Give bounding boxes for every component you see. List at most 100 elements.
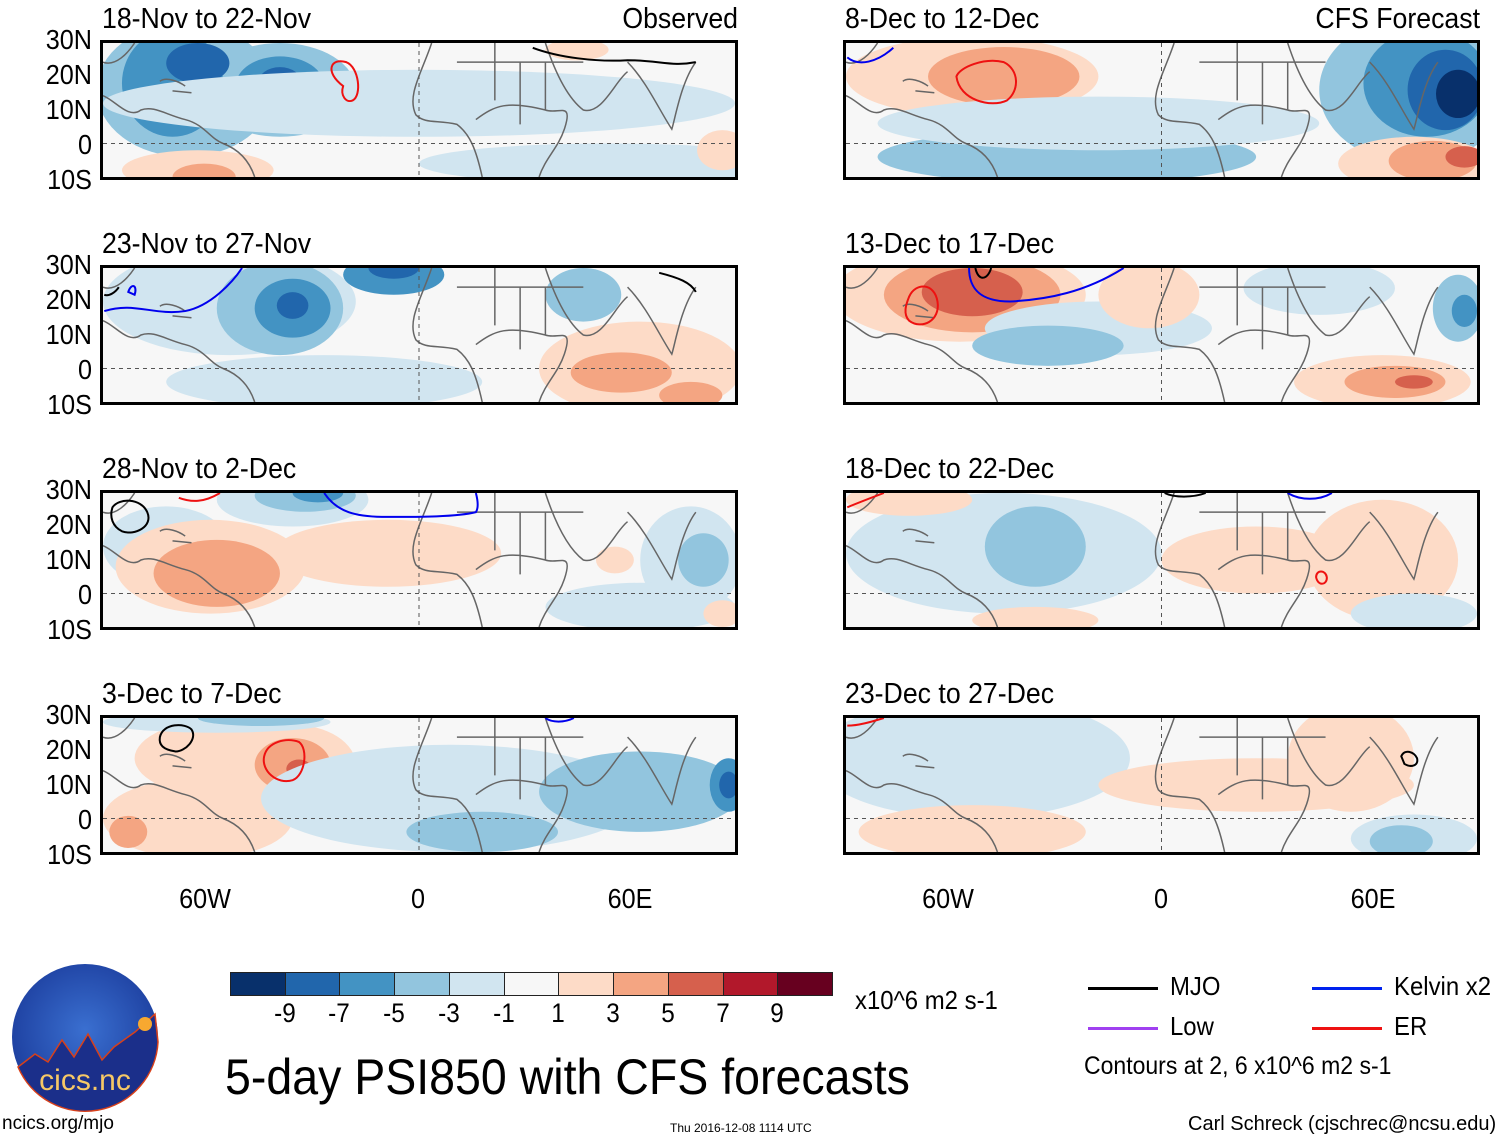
wave-contour bbox=[111, 501, 148, 533]
lon-tick-label: 60E bbox=[1350, 883, 1396, 914]
logo-text: cics.nc bbox=[39, 1064, 131, 1097]
wave-contour bbox=[847, 493, 884, 507]
anomaly-shading bbox=[121, 150, 274, 177]
anomaly-shading bbox=[1161, 526, 1351, 594]
lat-tick-label: 30N bbox=[45, 474, 92, 505]
colorbar-swatch bbox=[284, 972, 341, 996]
panel-title: 13-Dec to 17-Dec bbox=[845, 228, 1055, 260]
lat-tick-label: 10N bbox=[45, 319, 92, 350]
map-canvas bbox=[103, 493, 735, 627]
panel-title: 18-Nov to 22-Nov bbox=[102, 3, 312, 35]
wave-contour bbox=[969, 268, 1124, 302]
legend-line-swatch bbox=[1312, 987, 1382, 990]
anomaly-shading bbox=[846, 493, 973, 516]
psi850-map bbox=[100, 490, 738, 630]
lat-tick-label: 20N bbox=[45, 734, 92, 765]
anomaly-shading bbox=[595, 546, 634, 574]
wave-contour bbox=[1288, 493, 1332, 499]
lon-tick-label: 0 bbox=[410, 883, 426, 914]
anomaly-shading bbox=[172, 163, 236, 177]
map-canvas bbox=[846, 43, 1477, 177]
legend-line-swatch bbox=[1312, 1027, 1382, 1030]
colorbar-swatch bbox=[448, 972, 505, 996]
legend-label: Low bbox=[1170, 1011, 1214, 1041]
anomaly-shading bbox=[1451, 294, 1477, 327]
anomaly-shading bbox=[570, 352, 672, 393]
anomaly-shading bbox=[972, 606, 1099, 627]
wave-contour bbox=[1316, 571, 1327, 583]
lat-tick-label: 10S bbox=[47, 839, 92, 870]
lat-tick-label: 0 bbox=[77, 804, 92, 835]
anomaly-shading bbox=[1369, 825, 1433, 852]
wave-contour bbox=[331, 61, 358, 101]
anomaly-shading bbox=[1287, 718, 1414, 812]
anomaly-shading bbox=[368, 268, 419, 279]
anomaly-shading bbox=[846, 718, 1130, 819]
anomaly-shading bbox=[697, 130, 735, 171]
lat-tick-label: 0 bbox=[77, 129, 92, 160]
wave-contour bbox=[847, 48, 893, 63]
coastline bbox=[103, 268, 696, 402]
colorbar-units: x10^6 m2 s-1 bbox=[855, 985, 998, 1015]
colorbar-tick-label: -7 bbox=[328, 998, 351, 1028]
anomaly-shading bbox=[1350, 593, 1477, 627]
lat-tick-label: 0 bbox=[77, 579, 92, 610]
psi850-map bbox=[100, 265, 738, 405]
coastline bbox=[103, 43, 696, 177]
wave-contour bbox=[1165, 493, 1206, 497]
map-canvas bbox=[846, 718, 1477, 852]
colorbar-tick-label: -1 bbox=[492, 998, 515, 1028]
footer-url[interactable]: ncics.org/mjo bbox=[2, 1113, 114, 1134]
footer-credit: Carl Schreck (cjschrec@ncsu.edu) bbox=[1188, 1113, 1497, 1135]
cics-logo: cics.nc bbox=[10, 962, 160, 1112]
wave-contour bbox=[179, 493, 220, 501]
panel-title: 23-Dec to 27-Dec bbox=[845, 678, 1055, 710]
lat-tick-label: 20N bbox=[45, 284, 92, 315]
coastline bbox=[846, 718, 1438, 852]
anomaly-shading bbox=[928, 47, 1080, 106]
lat-tick-label: 10N bbox=[45, 94, 92, 125]
anomaly-shading bbox=[921, 268, 1023, 317]
panel-title: 3-Dec to 7-Dec bbox=[102, 678, 282, 710]
colorbar-tick-label: 9 bbox=[770, 998, 785, 1028]
anomaly-shading bbox=[539, 751, 735, 832]
lat-tick-label: 0 bbox=[77, 354, 92, 385]
colorbar-swatch bbox=[667, 972, 724, 996]
colorbar-swatch bbox=[339, 972, 396, 996]
anomaly-shading bbox=[419, 143, 735, 177]
colorbar-swatch bbox=[558, 972, 615, 996]
lat-tick-label: 30N bbox=[45, 699, 92, 730]
colorbar-swatch bbox=[230, 972, 286, 996]
colorbar-swatch bbox=[394, 972, 450, 996]
colorbar bbox=[230, 972, 833, 996]
anomaly-shading bbox=[659, 381, 723, 402]
legend-label: MJO bbox=[1170, 971, 1221, 1001]
psi850-map bbox=[100, 715, 738, 855]
anomaly-shading bbox=[703, 600, 735, 627]
wave-contour bbox=[160, 725, 194, 751]
anomaly-shading bbox=[1394, 375, 1433, 389]
wave-contour bbox=[128, 286, 135, 295]
map-canvas bbox=[846, 493, 1477, 627]
anomaly-shading bbox=[153, 539, 280, 607]
anomaly-shading bbox=[858, 805, 1086, 852]
anomaly-shading bbox=[273, 519, 502, 587]
lat-tick-label: 30N bbox=[45, 24, 92, 55]
panel-title: 23-Nov to 27-Nov bbox=[102, 228, 312, 260]
figure-title: 5-day PSI850 with CFS forecasts bbox=[225, 1049, 910, 1105]
psi850-map bbox=[843, 40, 1480, 180]
anomaly-shading bbox=[343, 268, 445, 295]
wave-contour bbox=[104, 287, 119, 295]
coastline bbox=[103, 493, 696, 627]
psi850-map bbox=[843, 265, 1480, 405]
colorbar-labels: -9 -7 -5 -3 -1 1 3 5 7 9 bbox=[230, 998, 832, 1028]
lat-tick-label: 10S bbox=[47, 614, 92, 645]
wave-contour bbox=[659, 273, 696, 292]
wave-contour bbox=[324, 493, 477, 517]
colorbar-tick-label: -9 bbox=[273, 998, 296, 1028]
map-canvas bbox=[103, 268, 735, 402]
lon-tick-label: 60W bbox=[179, 883, 231, 914]
wave-contour bbox=[533, 48, 696, 64]
anomaly-shading bbox=[1098, 268, 1200, 329]
legend-line-swatch bbox=[1088, 987, 1158, 990]
